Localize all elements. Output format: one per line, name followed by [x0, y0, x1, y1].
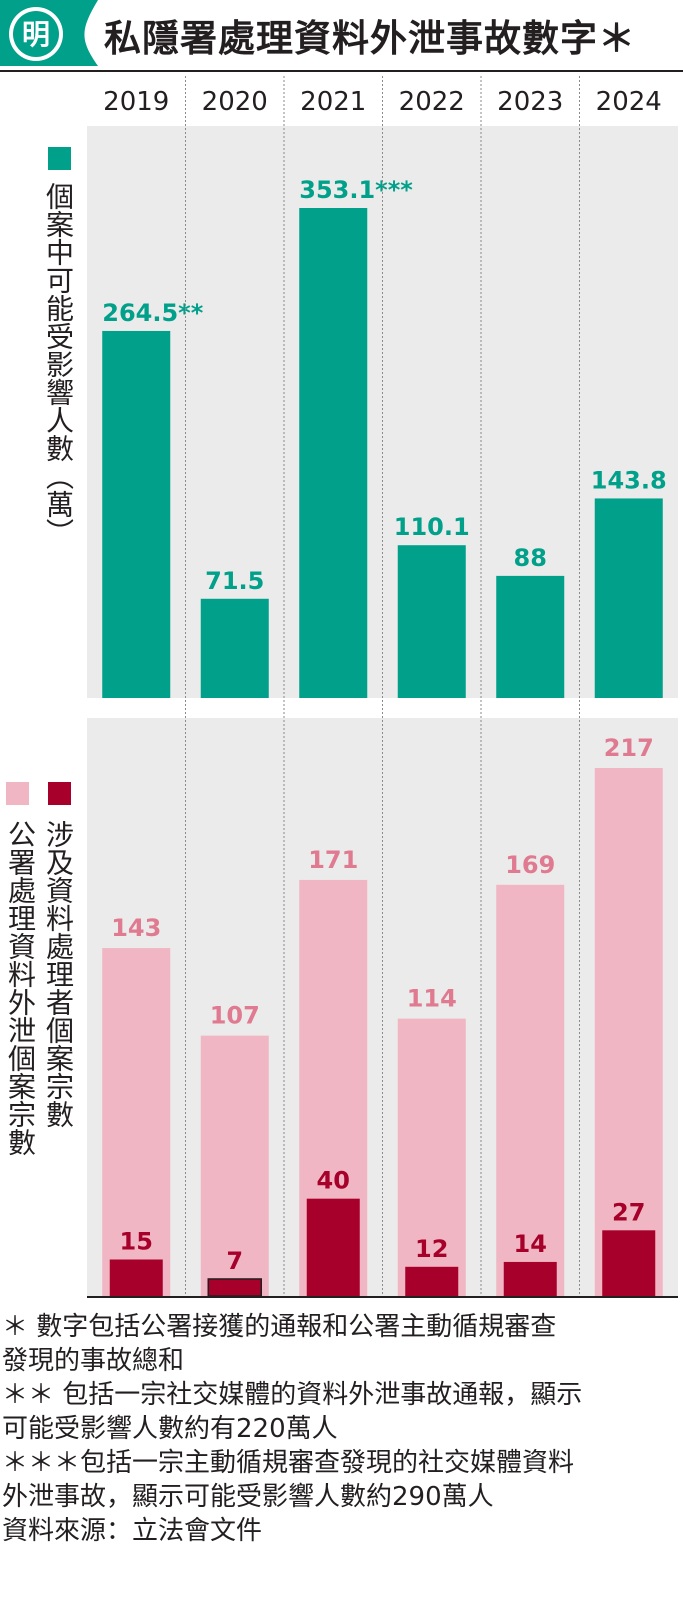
footnote-line: ＊＊ 包括一宗社交媒體的資料外泄事故通報，顯示: [2, 1380, 583, 1410]
year-label: 2020: [202, 87, 268, 117]
bar-affected-persons: [397, 545, 466, 698]
bar-affected-persons: [496, 575, 565, 698]
data-label-affected: 110.1: [394, 513, 470, 541]
bar-total-cases: [200, 1035, 269, 1296]
data-label-processor-cases: 27: [612, 1198, 645, 1226]
data-label-total-cases: 169: [505, 851, 555, 879]
bar-total-cases: [496, 884, 565, 1296]
page-title: 私隱署處理資料外泄事故數字＊: [104, 17, 636, 60]
bar-affected-persons: [200, 598, 269, 698]
legend-pink-label: 公署處理資料外泄個案宗數: [4, 820, 37, 1156]
legend-swatch-pink: [6, 782, 29, 805]
footnotes: ＊ 數字包括公署接獲的通報和公署主動循規審查 發現的事故總和 ＊＊ 包括一宗社交…: [2, 1310, 682, 1548]
data-label-processor-cases: 7: [226, 1247, 243, 1275]
data-label-affected: 143.8: [591, 466, 667, 494]
data-label-processor-cases: 40: [317, 1167, 350, 1195]
data-label-processor-cases: 12: [415, 1235, 448, 1263]
year-label: 2021: [300, 87, 366, 117]
data-label-total-cases: 107: [210, 1002, 260, 1030]
data-label-processor-cases: 14: [514, 1230, 547, 1258]
year-label: 2024: [596, 87, 662, 117]
bar-processor-cases: [109, 1259, 163, 1296]
bar-charts: 2019 264.5** 143 15 2020 71.5 107 7 2021 353.1***…: [87, 76, 678, 1298]
data-label-affected: 71.5: [205, 567, 264, 595]
data-label-total-cases: 114: [407, 985, 457, 1013]
year-label: 2019: [103, 87, 169, 117]
year-label: 2023: [497, 87, 563, 117]
data-label-affected: 353.1***: [299, 176, 413, 204]
bar-processor-cases: [503, 1261, 557, 1296]
data-label-affected: 264.5**: [102, 299, 203, 327]
bar-affected-persons: [299, 208, 368, 698]
data-label-total-cases: 171: [308, 846, 358, 874]
year-label: 2022: [399, 87, 465, 117]
bar-affected-persons: [102, 330, 171, 698]
panel-cases-background: [87, 718, 678, 1296]
bar-processor-cases: [602, 1230, 656, 1296]
bar-processor-cases: [405, 1266, 459, 1296]
ming-pao-logo: 明: [0, 0, 98, 66]
footnote-line: 可能受影響人數約有220萬人: [2, 1414, 338, 1444]
logo-glyph: 明: [22, 18, 50, 51]
bar-total-cases: [594, 768, 663, 1296]
footnote-line: 發現的事故總和: [2, 1346, 185, 1376]
data-label-affected: 88: [514, 544, 547, 572]
legend-teal-label: 個案中可能受影響人數（萬）: [42, 182, 75, 546]
footnote-line: ＊＊＊包括一宗主動循規審查發現的社交媒體資料: [2, 1448, 575, 1478]
data-label-processor-cases: 15: [120, 1228, 153, 1256]
legend-swatch-red: [48, 782, 71, 805]
bar-total-cases: [102, 948, 171, 1296]
footnote-line: 外泄事故，顯示可能受影響人數約290萬人: [2, 1482, 494, 1512]
footnote-line: 資料來源：立法會文件: [2, 1516, 263, 1546]
bar-processor-cases: [306, 1198, 360, 1296]
bar-processor-cases: [207, 1278, 262, 1297]
legend-red-label: 涉及資料處理者個案宗數: [42, 820, 75, 1128]
bar-affected-persons: [594, 498, 663, 698]
data-label-total-cases: 143: [111, 914, 161, 942]
header-divider: [0, 70, 683, 72]
bar-total-cases: [397, 1018, 466, 1296]
footnote-line: ＊ 數字包括公署接獲的通報和公署主動循規審查: [2, 1312, 557, 1342]
data-label-total-cases: 217: [604, 734, 654, 762]
legend-swatch-teal: [48, 147, 71, 170]
